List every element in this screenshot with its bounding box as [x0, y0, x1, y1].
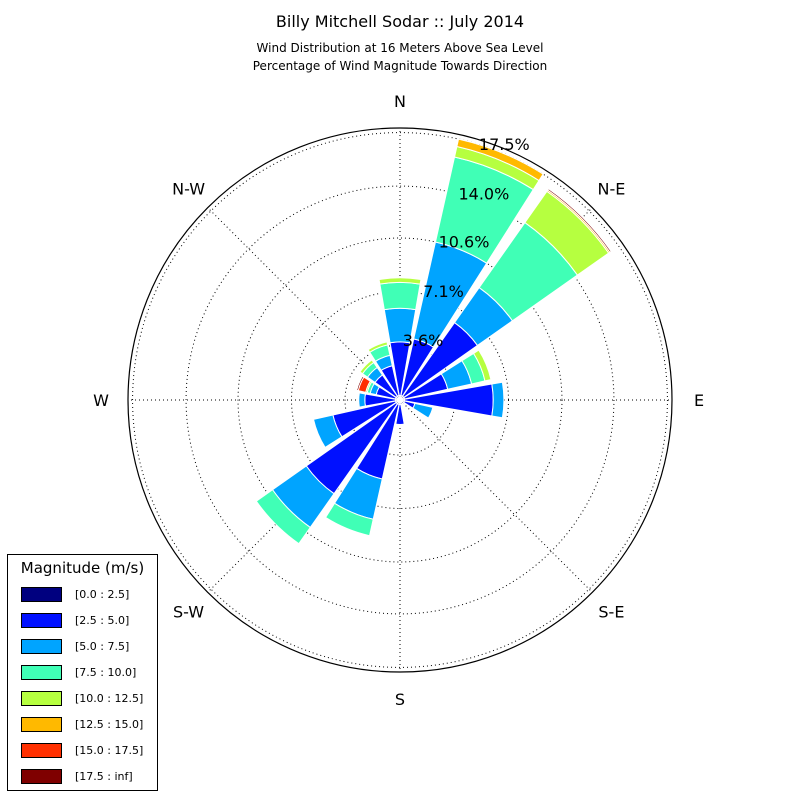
- radial-tick-label-2: 10.6%: [439, 232, 490, 251]
- wedge-315-bin-4: [359, 359, 375, 375]
- legend-swatch: [21, 769, 62, 784]
- wedge-112.5-bin-2: [412, 402, 434, 419]
- radial-tick-label-3: 14.0%: [458, 184, 509, 203]
- direction-label-s: S: [395, 690, 405, 709]
- radial-tick-label-1: 7.1%: [423, 282, 464, 301]
- wedge-337.5-bin-4: [367, 341, 389, 353]
- direction-label-n-w: N-W: [172, 180, 205, 199]
- wedge-22.5-bin-5: [456, 138, 544, 182]
- legend-swatch: [21, 639, 62, 654]
- legend-swatch: [21, 717, 62, 732]
- wedge-247.5-bin-2: [312, 414, 343, 449]
- wedge-0-bin-3: [379, 281, 421, 311]
- polar-frame: [127, 127, 673, 673]
- grid-ring-3: [185, 185, 615, 615]
- wedge-202.5-bin-3: [324, 502, 374, 537]
- chart-title: Billy Mitchell Sodar :: July 2014: [275, 12, 525, 31]
- wedge-225-bin-3: [255, 489, 311, 545]
- legend-label: [7.5 : 10.0]: [75, 666, 137, 679]
- legend-swatch: [21, 743, 62, 758]
- legend-label: [15.0 : 17.5]: [75, 744, 144, 757]
- legend-label: [10.0 : 12.5]: [75, 692, 144, 705]
- legend-swatch: [21, 691, 62, 706]
- direction-label-e: E: [694, 391, 704, 410]
- wedge-67.5-bin-4: [472, 349, 492, 382]
- wedge-270-bin-2: [358, 392, 366, 408]
- grid-ring-4: [132, 132, 668, 668]
- wedge-90-bin-2: [491, 381, 505, 419]
- radial-tick-label-4: 17.5%: [479, 135, 530, 154]
- legend-label: [17.5 : inf]: [75, 770, 133, 783]
- legend-swatch: [21, 587, 62, 602]
- legend: Magnitude (m/s) [0.0 : 2.5] [2.5 : 5.0] [5…: [7, 554, 158, 791]
- legend-swatch: [21, 665, 62, 680]
- grid-ring-2: [237, 237, 563, 563]
- chart-subtitle-line-2: Percentage of Wind Magnitude Towards Dir…: [252, 59, 548, 73]
- legend-label: [0.0 : 2.5]: [75, 588, 130, 601]
- wedge-0-bin-4: [378, 277, 422, 285]
- direction-label-s-w: S-W: [173, 602, 204, 621]
- direction-label-s-e: S-E: [598, 602, 624, 621]
- direction-label-n: N: [394, 92, 406, 111]
- wedge-180-bin-1: [395, 403, 405, 425]
- legend-label: [5.0 : 7.5]: [75, 640, 130, 653]
- legend-swatch: [21, 613, 62, 628]
- wedge-292.5-bin-7: [356, 375, 365, 392]
- direction-label-w: W: [93, 391, 109, 410]
- legend-label: [12.5 : 15.0]: [75, 718, 144, 731]
- wedge-45-bin-7: [547, 188, 612, 253]
- radial-tick-label-0: 3.6%: [403, 331, 444, 350]
- chart-subtitle-line-1: Wind Distribution at 16 Meters Above Sea…: [256, 41, 544, 55]
- grid-spoke-7: [207, 207, 401, 401]
- direction-label-n-e: N-E: [597, 180, 625, 199]
- legend-label: [2.5 : 5.0]: [75, 614, 130, 627]
- legend-title: Magnitude (m/s): [20, 559, 145, 577]
- grid-spoke-3: [399, 399, 593, 593]
